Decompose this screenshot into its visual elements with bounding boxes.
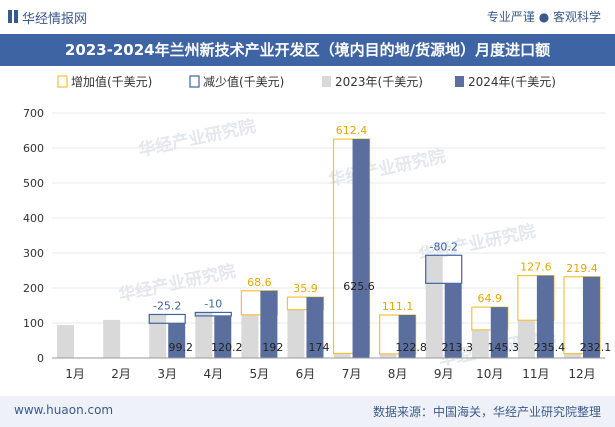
decrease-label: -80.2 xyxy=(429,240,457,253)
x-tick-label: 11月 xyxy=(522,367,549,381)
x-tick-label: 1月 xyxy=(65,367,85,381)
bar-2023 xyxy=(103,319,121,358)
top-bar: 华经情报网 专业严谨 ● 客观科学 xyxy=(0,0,615,34)
value-label-2024: 232.1 xyxy=(580,341,612,354)
legend-swatch xyxy=(57,75,68,88)
value-label-2024: 145.3 xyxy=(488,341,520,354)
y-tick-label: 600 xyxy=(23,142,44,155)
value-label-2024: 192 xyxy=(262,341,283,354)
watermark-text: 华经产业研究院 xyxy=(137,116,258,161)
x-tick-label: 3月 xyxy=(157,367,177,381)
bar-2024 xyxy=(490,307,508,358)
bar-2023 xyxy=(517,320,535,358)
legend-label: 减少值(千美元) xyxy=(203,74,284,89)
y-tick-label: 400 xyxy=(23,212,44,225)
bar-2023 xyxy=(563,353,581,358)
x-tick-label: 12月 xyxy=(568,367,595,381)
bar-2024 xyxy=(168,323,186,358)
legend-label: 2024年(千美元) xyxy=(468,75,556,89)
footer: www.huaon.com 数据来源：中国海关，华经产业研究院整理 xyxy=(0,396,615,427)
brand-name: 华经情报网 xyxy=(22,12,88,27)
bar-2024 xyxy=(260,290,278,358)
legend-label: 2023年(千美元) xyxy=(335,75,423,89)
bar-2023 xyxy=(425,255,443,358)
chart-title: 2023-2024年兰州新技术产业开发区（境内目的地/货源地）月度进口额 xyxy=(64,41,551,59)
bar-2024 xyxy=(306,297,324,358)
website-link[interactable]: www.huaon.com xyxy=(14,403,114,417)
decrease-marker xyxy=(425,254,463,284)
value-label-2024: 213.3 xyxy=(441,341,473,354)
decrease-marker xyxy=(194,311,232,317)
bar-2023 xyxy=(471,329,489,358)
bar-2024 xyxy=(352,139,370,358)
bar-2023 xyxy=(195,312,213,358)
x-tick-label: 6月 xyxy=(296,367,316,381)
y-tick-label: 100 xyxy=(23,317,44,330)
watermark-text: 华经产业研究院 xyxy=(327,146,448,191)
x-tick-label: 10月 xyxy=(476,367,503,381)
legend-swatch xyxy=(322,76,331,87)
x-tick-label: 5月 xyxy=(250,367,270,381)
bar-2024 xyxy=(444,283,462,358)
increase-label: 68.6 xyxy=(247,276,272,289)
bar-2023 xyxy=(57,325,75,358)
decrease-label: -25.2 xyxy=(153,299,181,312)
y-tick-label: 0 xyxy=(37,352,44,365)
y-tick-label: 500 xyxy=(23,177,44,190)
bar-2023 xyxy=(333,353,351,358)
decrease-label: -10 xyxy=(204,297,222,310)
bar-2023 xyxy=(241,314,259,358)
bar-2023 xyxy=(379,353,397,358)
legend-label: 增加值(千美元) xyxy=(71,74,152,89)
bar-2024 xyxy=(398,315,416,358)
decrease-marker xyxy=(148,313,186,324)
x-tick-label: 2月 xyxy=(111,367,131,381)
value-label-2024: 99.2 xyxy=(168,341,193,354)
y-tick-label: 200 xyxy=(23,282,44,295)
bar-2024 xyxy=(582,276,600,358)
bar-2024 xyxy=(214,315,232,358)
value-label-2024: 625.6 xyxy=(343,280,375,293)
title-bar: 2023-2024年兰州新技术产业开发区（境内目的地/货源地）月度进口额 xyxy=(0,34,615,66)
bar-2023 xyxy=(149,314,167,358)
value-label-2024: 235.4 xyxy=(534,341,566,354)
x-tick-label: 9月 xyxy=(434,367,454,381)
chart-area: 华经产业研究院华经产业研究院华经产业研究院华经产业研究院华经产业研究院 -25.… xyxy=(23,74,612,381)
increase-label: 35.9 xyxy=(293,282,318,295)
legend-swatch xyxy=(455,76,464,87)
tagline: 专业严谨 ● 客观科学 xyxy=(486,10,601,24)
x-tick-label: 4月 xyxy=(203,367,223,381)
increase-label: 111.1 xyxy=(382,300,414,313)
increase-label: 612.4 xyxy=(336,124,368,137)
bar-2024 xyxy=(536,275,554,358)
increase-label: 127.6 xyxy=(520,261,552,274)
bar-logo-icon xyxy=(8,10,18,23)
data-source: 数据来源：中国海关，华经产业研究院整理 xyxy=(372,405,601,419)
y-tick-label: 300 xyxy=(23,247,44,260)
legend-swatch xyxy=(189,75,200,88)
y-tick-label: 700 xyxy=(23,107,44,120)
x-tick-label: 8月 xyxy=(388,367,408,381)
value-label-2024: 174 xyxy=(308,341,329,354)
value-label-2024: 120.2 xyxy=(211,341,243,354)
increase-label: 219.4 xyxy=(566,262,598,275)
x-tick-label: 7月 xyxy=(342,367,362,381)
value-label-2024: 122.8 xyxy=(395,341,427,354)
increase-label: 64.9 xyxy=(478,292,503,305)
bar-2023 xyxy=(287,309,305,358)
